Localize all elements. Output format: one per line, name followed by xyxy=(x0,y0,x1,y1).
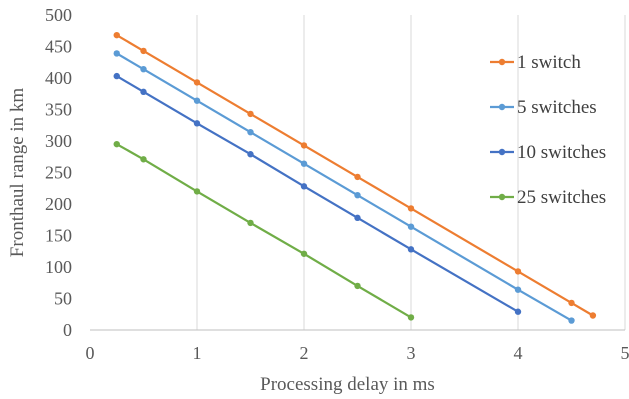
y-tick-label: 350 xyxy=(45,100,72,120)
series-0 xyxy=(113,31,597,319)
data-point xyxy=(407,205,415,212)
data-point xyxy=(300,183,308,190)
legend-label: 10 switches xyxy=(517,142,606,163)
y-tick-label: 150 xyxy=(45,226,72,246)
data-point xyxy=(407,223,415,230)
data-point xyxy=(568,299,575,307)
data-point xyxy=(140,88,147,96)
y-tick-label: 250 xyxy=(45,163,72,183)
y-tick-label: 450 xyxy=(45,37,72,57)
legend-marker xyxy=(498,148,506,156)
data-point xyxy=(140,65,147,73)
data-point xyxy=(247,151,254,158)
data-point xyxy=(589,312,597,319)
data-point xyxy=(300,160,308,167)
legend-item: 1 switch xyxy=(490,52,581,73)
x-tick-label: 4 xyxy=(514,343,523,363)
x-axis-title: Processing delay in ms xyxy=(260,374,435,395)
x-tick-label: 3 xyxy=(407,343,416,363)
legend-label: 1 switch xyxy=(517,52,581,73)
data-point xyxy=(113,72,120,80)
data-point xyxy=(247,128,254,136)
data-point xyxy=(193,120,201,127)
data-point xyxy=(113,140,120,148)
data-point xyxy=(407,314,415,321)
series-line xyxy=(116,75,519,313)
y-tick-label: 100 xyxy=(45,257,72,277)
y-axis-title: Fronthaul range in km xyxy=(7,88,28,258)
legend-item: 10 switches xyxy=(490,142,606,163)
x-tick-label: 2 xyxy=(300,343,309,363)
series-3 xyxy=(113,140,415,321)
data-point xyxy=(140,47,147,55)
data-point xyxy=(140,156,147,163)
series-1 xyxy=(113,50,575,324)
data-point xyxy=(354,214,361,222)
data-point xyxy=(514,268,522,275)
legend-marker xyxy=(498,193,506,201)
legend-label: 5 switches xyxy=(517,97,597,118)
data-point xyxy=(354,282,361,290)
data-point xyxy=(193,79,201,86)
data-point xyxy=(407,246,415,253)
x-tick-label: 1 xyxy=(193,343,202,363)
data-point xyxy=(514,308,522,315)
legend-item: 5 switches xyxy=(490,97,597,118)
data-point xyxy=(300,142,308,149)
legend-marker xyxy=(498,58,506,66)
y-tick-label: 300 xyxy=(45,131,72,151)
data-point xyxy=(113,50,120,57)
x-tick-label: 0 xyxy=(86,343,95,363)
data-point xyxy=(354,191,361,199)
data-point xyxy=(247,219,254,227)
series-2 xyxy=(113,72,522,315)
data-point xyxy=(193,97,201,104)
legend: 1 switch 5 switches 10 switches 25 switches xyxy=(490,52,606,208)
series-line xyxy=(116,52,573,322)
data-point xyxy=(193,188,201,195)
data-point xyxy=(354,173,361,181)
series-line xyxy=(116,34,594,317)
y-tick-label: 0 xyxy=(63,320,72,340)
data-point xyxy=(113,31,120,39)
legend-marker xyxy=(498,103,506,111)
data-point xyxy=(300,250,308,257)
y-tick-label: 400 xyxy=(45,68,72,88)
x-tick-label: 5 xyxy=(621,343,629,363)
grid-lines xyxy=(196,15,626,330)
legend-label: 25 switches xyxy=(517,187,606,208)
data-point xyxy=(568,317,575,324)
data-point xyxy=(514,286,522,293)
legend-item: 25 switches xyxy=(490,187,606,208)
y-tick-label: 200 xyxy=(45,194,72,214)
data-point xyxy=(247,110,254,118)
y-tick-label: 50 xyxy=(54,289,72,309)
plot-area xyxy=(113,31,597,324)
y-tick-label: 500 xyxy=(45,5,72,25)
series-line xyxy=(116,143,412,319)
